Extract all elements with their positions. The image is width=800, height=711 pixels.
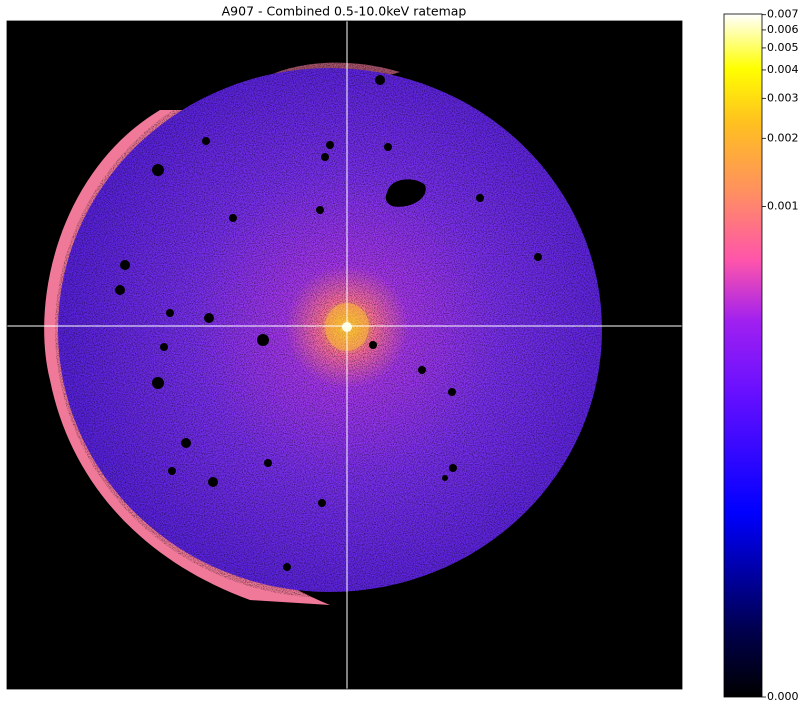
masked-source — [229, 214, 237, 222]
ratemap-image — [7, 21, 682, 689]
masked-source — [385, 179, 426, 207]
masked-source — [264, 459, 272, 467]
masked-source — [448, 388, 456, 396]
masked-source — [160, 343, 168, 351]
masked-source — [418, 366, 426, 374]
axes-frame — [6, 20, 683, 690]
colorbar-tick-label: 0.006 — [767, 23, 799, 36]
masked-source — [318, 499, 326, 507]
colorbar-tick-label: 0.003 — [767, 91, 799, 104]
masked-source — [369, 341, 377, 349]
masked-source — [476, 194, 484, 202]
masked-source — [321, 153, 329, 161]
colorbar-tick-label: 0.005 — [767, 41, 799, 54]
masked-source — [204, 313, 214, 323]
colorbar-tick-label: 0.004 — [767, 63, 799, 76]
masked-source — [115, 285, 125, 295]
masked-source — [166, 309, 174, 317]
masked-source — [208, 477, 218, 487]
colorbar-tick-label: 0.002 — [767, 131, 799, 144]
masked-source — [534, 253, 542, 261]
chart-title: A907 - Combined 0.5-10.0keV ratemap — [222, 4, 467, 19]
masked-source — [384, 143, 392, 151]
colorbar — [723, 13, 763, 698]
masked-source — [168, 467, 176, 475]
masked-source — [257, 334, 269, 346]
masked-source — [152, 377, 164, 389]
colorbar-tick-label: 0.000 — [767, 690, 799, 703]
masked-source — [449, 464, 457, 472]
masked-source — [181, 438, 191, 448]
masked-source — [375, 75, 385, 85]
masked-source — [442, 475, 448, 481]
masked-source — [326, 141, 334, 149]
colorbar-tick-label: 0.001 — [767, 199, 799, 212]
masked-source — [316, 206, 324, 214]
masked-source — [120, 260, 130, 270]
masked-source — [202, 137, 210, 145]
masked-source — [283, 563, 291, 571]
masked-source — [152, 164, 164, 176]
colorbar-tick-label: 0.007 — [767, 8, 799, 21]
